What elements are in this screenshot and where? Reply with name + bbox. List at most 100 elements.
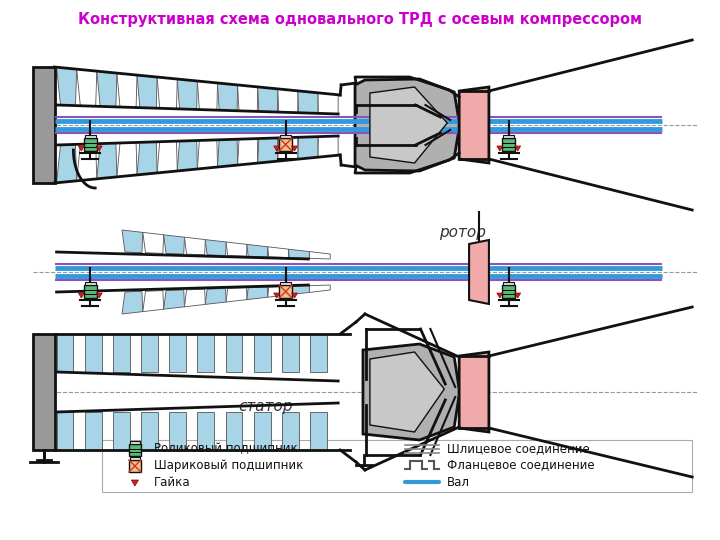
Polygon shape [57, 67, 76, 106]
Polygon shape [289, 249, 310, 258]
Polygon shape [96, 143, 117, 179]
Polygon shape [289, 286, 310, 295]
Polygon shape [177, 140, 197, 171]
Polygon shape [298, 91, 318, 113]
Bar [129, 460, 141, 472]
Polygon shape [226, 242, 247, 256]
Polygon shape [177, 79, 197, 110]
Polygon shape [247, 245, 268, 257]
Polygon shape [310, 252, 330, 259]
Polygon shape [515, 146, 521, 151]
Text: Гайка: Гайка [154, 476, 190, 489]
Polygon shape [253, 413, 271, 450]
Polygon shape [131, 480, 138, 486]
Polygon shape [57, 413, 73, 450]
Polygon shape [197, 413, 215, 450]
Polygon shape [137, 142, 157, 175]
Polygon shape [205, 288, 226, 305]
Polygon shape [57, 144, 76, 183]
Bar [130, 457, 140, 460]
Polygon shape [459, 352, 489, 432]
Polygon shape [298, 137, 318, 159]
Polygon shape [32, 67, 55, 183]
Text: Роликовый подшипник: Роликовый подшипник [154, 442, 297, 456]
Bar [503, 135, 514, 138]
Polygon shape [117, 143, 137, 177]
Polygon shape [143, 291, 163, 312]
Polygon shape [318, 93, 338, 114]
Polygon shape [318, 136, 338, 157]
Polygon shape [268, 247, 289, 258]
Polygon shape [169, 413, 186, 450]
Polygon shape [274, 146, 279, 151]
Polygon shape [226, 288, 247, 302]
Polygon shape [258, 138, 278, 163]
Polygon shape [113, 334, 130, 372]
Polygon shape [363, 344, 459, 440]
Polygon shape [184, 237, 205, 255]
Polygon shape [253, 334, 271, 372]
Polygon shape [96, 293, 102, 298]
Bar [503, 138, 516, 151]
Text: статор: статор [238, 400, 293, 415]
Polygon shape [113, 413, 130, 450]
Polygon shape [469, 240, 489, 304]
Polygon shape [292, 146, 297, 151]
Polygon shape [141, 413, 158, 450]
Polygon shape [274, 293, 279, 298]
Polygon shape [225, 334, 243, 372]
Polygon shape [169, 334, 186, 372]
Polygon shape [217, 139, 238, 167]
Text: Фланцевое соединение: Фланцевое соединение [447, 458, 595, 471]
Text: Шариковый подшипник: Шариковый подшипник [154, 458, 303, 471]
Polygon shape [85, 334, 102, 372]
Polygon shape [78, 146, 84, 151]
Polygon shape [310, 334, 327, 372]
Polygon shape [197, 334, 215, 372]
Polygon shape [370, 87, 447, 163]
Polygon shape [370, 352, 444, 432]
Polygon shape [76, 144, 96, 181]
Polygon shape [122, 230, 143, 253]
Bar [129, 444, 141, 456]
Polygon shape [122, 291, 143, 314]
Polygon shape [197, 140, 217, 169]
Polygon shape [282, 413, 299, 450]
Bar [503, 282, 514, 285]
Polygon shape [310, 285, 330, 292]
Polygon shape [278, 89, 298, 113]
Bar [280, 135, 291, 138]
Polygon shape [184, 289, 205, 307]
Polygon shape [310, 413, 327, 450]
Polygon shape [96, 71, 117, 107]
Polygon shape [117, 73, 137, 107]
Bar [84, 138, 96, 151]
Bar [503, 285, 516, 298]
Polygon shape [268, 286, 289, 297]
Polygon shape [217, 83, 238, 111]
Polygon shape [238, 85, 258, 111]
Text: ротор: ротор [439, 225, 486, 240]
Polygon shape [157, 141, 177, 173]
Polygon shape [247, 287, 268, 300]
Polygon shape [137, 75, 157, 108]
Bar [279, 138, 292, 151]
Bar [130, 441, 140, 444]
Polygon shape [205, 240, 226, 255]
Polygon shape [515, 293, 521, 298]
Polygon shape [459, 87, 489, 163]
Polygon shape [278, 137, 298, 161]
Polygon shape [96, 146, 102, 151]
Polygon shape [238, 139, 258, 165]
Bar [84, 285, 96, 298]
Text: Шлицевое соединение: Шлицевое соединение [447, 442, 590, 456]
Text: Вал: Вал [447, 476, 470, 489]
Polygon shape [497, 293, 503, 298]
Polygon shape [157, 77, 177, 109]
Polygon shape [102, 440, 692, 492]
Polygon shape [292, 293, 297, 298]
Polygon shape [225, 413, 243, 450]
Polygon shape [355, 79, 459, 171]
Polygon shape [57, 334, 73, 372]
Polygon shape [282, 334, 299, 372]
